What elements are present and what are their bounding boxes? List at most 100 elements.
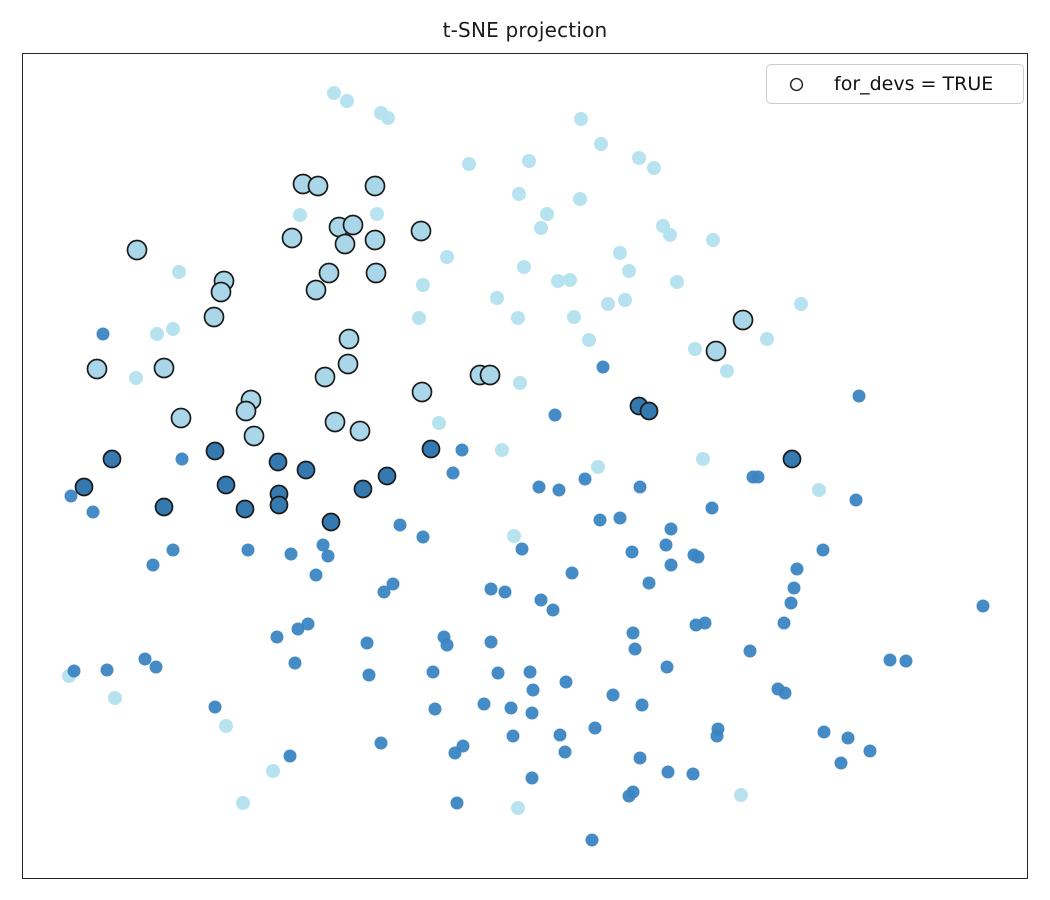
scatter-point-false_dark [863,744,877,758]
scatter-point-false_dark [841,731,855,745]
scatter-point-false_dark [484,635,498,649]
scatter-point-false_light [490,291,504,305]
scatter-point-false_light [381,111,395,125]
scatter-point-true_dark [235,499,255,519]
scatter-point-false_dark [777,616,791,630]
scatter-point-false_dark [553,728,567,742]
scatter-point-false_light [129,371,143,385]
scatter-point-true_dark [353,479,373,499]
scatter-point-true_dark [421,439,441,459]
scatter-point-true_dark [74,477,94,497]
scatter-point-false_light [720,364,734,378]
scatter-point-false_dark [428,702,442,716]
scatter-point-false_dark [661,765,675,779]
scatter-point-true_light [479,364,501,386]
scatter-point-true_light [305,279,327,301]
scatter-point-true_dark [268,452,288,472]
scatter-point-false_light [618,293,632,307]
scatter-point-false_dark [710,729,724,743]
scatter-point-false_dark [175,452,189,466]
legend-label: for_devs = TRUE [834,73,994,95]
scatter-point-false_dark [578,472,592,486]
scatter-point-true_dark [296,460,316,480]
scatter-point-false_light [632,151,646,165]
scatter-point-true_light [314,366,336,388]
scatter-point-true_light [307,175,329,197]
scatter-point-true_dark [321,512,341,532]
scatter-point-false_dark [64,489,78,503]
scatter-point-false_dark [899,654,913,668]
scatter-point-false_dark [291,622,305,636]
scatter-point-false_dark [558,745,572,759]
scatter-point-false_dark [628,642,642,656]
scatter-point-false_dark [426,665,440,679]
scatter-point-false_dark [377,585,391,599]
scatter-point-false_light [512,187,526,201]
scatter-point-false_dark [852,389,866,403]
scatter-point-false_light [108,691,122,705]
scatter-plot [62,86,990,847]
scatter-point-false_light [734,788,748,802]
scatter-point-false_dark [362,668,376,682]
scatter-point-true_light [705,340,727,362]
scatter-point-false_light [511,311,525,325]
scatter-point-false_dark [208,700,222,714]
scatter-point-false_dark [393,518,407,532]
scatter-point-false_dark [374,736,388,750]
scatter-point-true_dark [269,495,289,515]
scatter-point-false_dark [976,599,990,613]
scatter-point-false_light [513,376,527,390]
scatter-point-false_light [511,801,525,815]
scatter-point-false_light [688,342,702,356]
scatter-point-false_dark [705,501,719,515]
scatter-point-false_dark [743,644,757,658]
scatter-point-true_light [334,233,356,255]
scatter-point-false_dark [588,721,602,735]
scatter-point-false_dark [635,698,649,712]
scatter-point-false_dark [316,538,330,552]
scatter-point-false_dark [546,603,560,617]
scatter-point-true_light [153,357,175,379]
scatter-point-false_dark [686,767,700,781]
scatter-point-false_dark [446,466,460,480]
scatter-point-true_light [170,407,192,429]
scatter-point-false_dark [659,538,673,552]
scatter-point-false_light [551,274,565,288]
scatter-point-false_dark [596,360,610,374]
scatter-point-false_dark [284,547,298,561]
scatter-point-false_dark [515,542,529,556]
scatter-point-false_dark [270,630,284,644]
scatter-point-true_dark [102,449,122,469]
scatter-point-false_dark [593,513,607,527]
scatter-point-false_light [150,327,164,341]
scatter-point-false_light [327,86,341,100]
scatter-point-false_light [534,221,548,235]
scatter-point-false_dark [484,582,498,596]
scatter-point-false_light [293,208,307,222]
scatter-point-false_dark [660,660,674,674]
scatter-point-true_dark [205,441,225,461]
scatter-point-false_dark [146,558,160,572]
scatter-point-false_dark [525,771,539,785]
scatter-point-true_light [410,220,432,242]
scatter-point-false_dark [506,729,520,743]
open-circle-icon [789,77,804,91]
scatter-point-false_dark [642,576,656,590]
scatter-point-false_dark [698,616,712,630]
scatter-point-false_light [601,297,615,311]
scatter-point-false_dark [625,545,639,559]
scatter-point-false_light [495,443,509,457]
scatter-point-true_light [281,227,303,249]
scatter-point-true_light [337,353,359,375]
scatter-point-true_dark [782,449,802,469]
scatter-point-false_dark [86,505,100,519]
scatter-point-false_light [522,154,536,168]
scatter-point-false_dark [301,617,315,631]
scatter-point-false_light [670,275,684,289]
scatter-point-false_dark [534,593,548,607]
scatter-point-false_dark [565,566,579,580]
scatter-point-false_dark [633,480,647,494]
scatter-point-true_light [732,309,754,331]
scatter-point-true_light [243,425,265,447]
